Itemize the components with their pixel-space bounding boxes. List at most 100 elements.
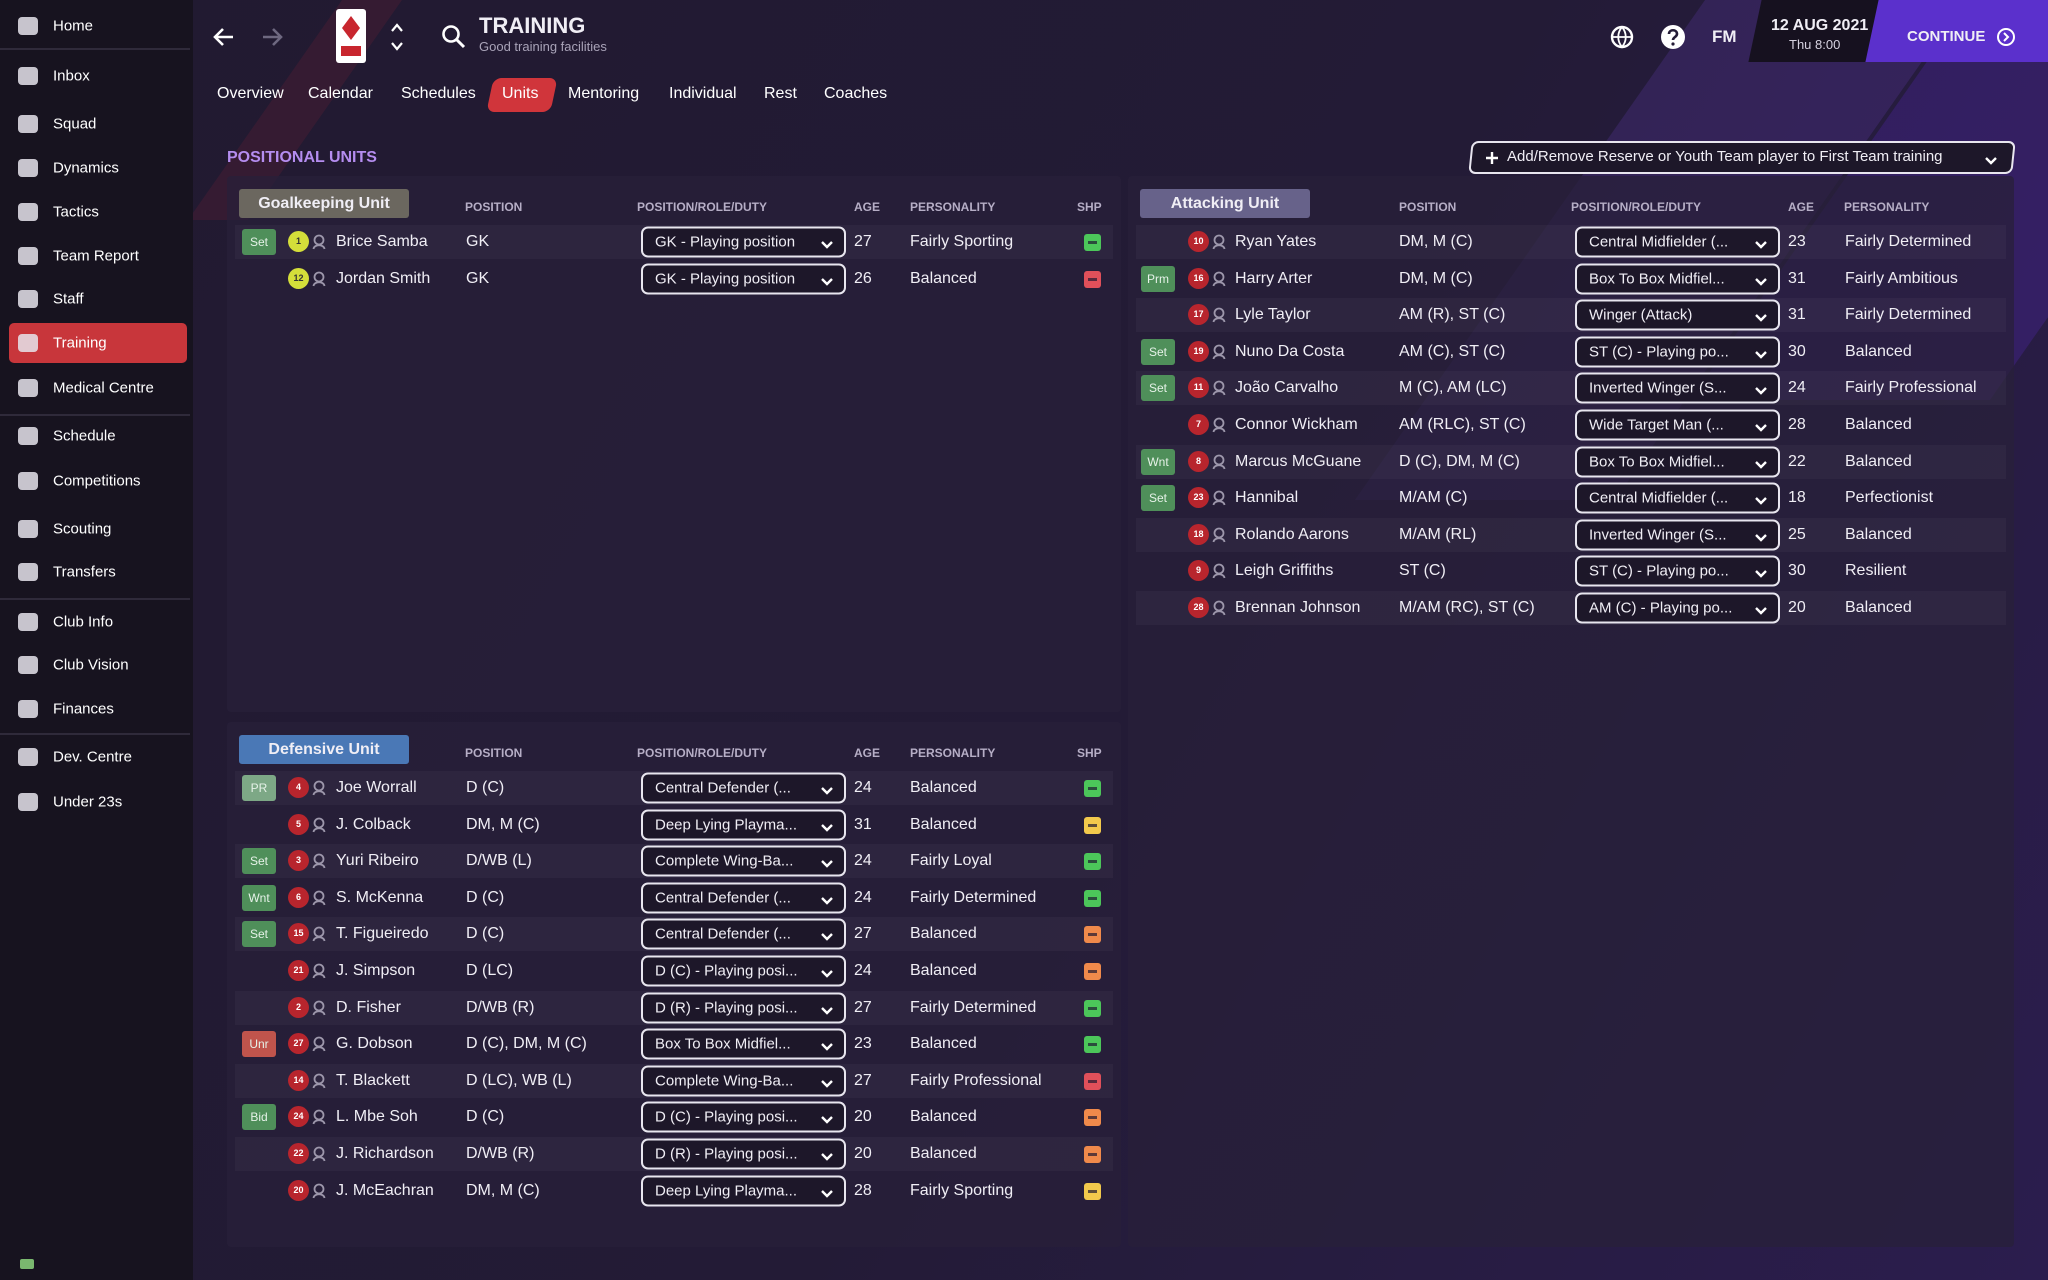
- role-dropdown[interactable]: ST (C) - Playing po...: [1575, 555, 1780, 587]
- continue-button[interactable]: CONTINUE: [1907, 28, 1986, 45]
- role-dropdown[interactable]: Central Defender (...: [641, 882, 846, 914]
- player-name[interactable]: G. Dobson: [336, 1035, 413, 1053]
- nav-item[interactable]: Scouting: [53, 520, 112, 538]
- dropdown-chevron: [1984, 153, 1998, 165]
- role-dropdown[interactable]: D (C) - Playing posi...: [641, 1101, 846, 1133]
- role-dropdown[interactable]: GK - Playing position: [641, 226, 846, 258]
- player-name[interactable]: Nuno Da Costa: [1235, 342, 1345, 360]
- role-dropdown[interactable]: Complete Wing-Ba...: [641, 1065, 846, 1097]
- role-dropdown[interactable]: AM (C) - Playing po...: [1575, 592, 1780, 624]
- nav-icon: [16, 746, 40, 768]
- role-dropdown[interactable]: D (R) - Playing posi...: [641, 992, 846, 1024]
- player-name[interactable]: J. Colback: [336, 815, 411, 833]
- role-dropdown[interactable]: Wide Target Man (...: [1575, 409, 1780, 441]
- player-name[interactable]: Brice Samba: [336, 233, 428, 250]
- player-name[interactable]: Leigh Griffiths: [1235, 562, 1334, 580]
- role-dropdown[interactable]: D (C) - Playing posi...: [641, 955, 846, 987]
- player-name[interactable]: T. Blackett: [336, 1071, 410, 1089]
- nav-item[interactable]: Club Info: [53, 613, 114, 631]
- role-dropdown[interactable]: Box To Box Midfiel...: [1575, 263, 1780, 295]
- player-name[interactable]: Rolando Aarons: [1235, 525, 1349, 543]
- role-dropdown[interactable]: ST (C) - Playing po...: [1575, 336, 1780, 368]
- player-name[interactable]: Marcus McGuane: [1235, 452, 1362, 470]
- age: 20: [854, 1108, 872, 1126]
- nav-item[interactable]: Schedule: [53, 427, 116, 445]
- club-switcher-shape: [391, 23, 403, 51]
- nav-item[interactable]: Medical Centre: [53, 379, 154, 397]
- shirt: 8: [1188, 450, 1209, 472]
- nav-item[interactable]: Club Vision: [53, 656, 129, 674]
- dropdown-chevron-shape: [1755, 570, 1767, 579]
- role-dropdown[interactable]: Box To Box Midfiel...: [1575, 446, 1780, 478]
- status-badge: Set: [1141, 375, 1175, 402]
- nav-item[interactable]: Inbox: [53, 67, 90, 85]
- tab[interactable]: Coaches: [824, 85, 888, 102]
- dropdown-chevron-shape: [1985, 157, 1997, 165]
- fm-logo[interactable]: FM: [1712, 27, 1737, 46]
- player-name[interactable]: Brennan Johnson: [1235, 599, 1361, 616]
- dropdown-chevron: [820, 856, 834, 868]
- player-name[interactable]: J. Richardson: [336, 1145, 434, 1162]
- add-button[interactable]: Add/Remove Reserve or Youth Team player …: [1507, 148, 1943, 165]
- status-icon-shape: [20, 1259, 34, 1269]
- player-name[interactable]: Ryan Yates: [1235, 233, 1317, 250]
- player-name[interactable]: Harry Arter: [1235, 269, 1313, 287]
- role-dropdown[interactable]: Central Midfielder (...: [1575, 482, 1780, 514]
- shirt: 3: [288, 850, 309, 872]
- role-dropdown[interactable]: Inverted Winger (S...: [1575, 372, 1780, 404]
- person-icon: [312, 1000, 326, 1016]
- nav-item[interactable]: Training: [53, 334, 107, 352]
- role-dropdown[interactable]: Box To Box Midfiel...: [641, 1028, 846, 1060]
- role-dropdown[interactable]: Central Midfielder (...: [1575, 226, 1780, 258]
- nav-item[interactable]: Home: [53, 17, 94, 35]
- tab[interactable]: Rest: [764, 85, 797, 102]
- role-dropdown[interactable]: Inverted Winger (S...: [1575, 519, 1780, 551]
- player-name[interactable]: Yuri Ribeiro: [336, 852, 419, 870]
- tab[interactable]: Overview: [217, 85, 284, 102]
- role-dropdown[interactable]: Deep Lying Playma...: [641, 1175, 846, 1207]
- player-name[interactable]: Hannibal: [1235, 489, 1299, 507]
- nav-item[interactable]: Dev. Centre: [53, 748, 132, 766]
- nav-icon-shape: [18, 748, 38, 766]
- role-dropdown[interactable]: Winger (Attack): [1575, 299, 1780, 331]
- role-dropdown[interactable]: Complete Wing-Ba...: [641, 845, 846, 877]
- status-badge: Set: [1141, 338, 1175, 365]
- tab[interactable]: Schedules: [401, 85, 476, 102]
- role-dropdown[interactable]: GK - Playing position: [641, 263, 846, 295]
- tab[interactable]: Individual: [669, 85, 737, 102]
- age: 24: [854, 852, 872, 870]
- player-name[interactable]: T. Figueiredo: [336, 925, 429, 943]
- tab[interactable]: Calendar: [308, 85, 373, 102]
- nav-item[interactable]: Squad: [53, 115, 97, 133]
- role-dropdown[interactable]: Deep Lying Playma...: [641, 809, 846, 841]
- player-name[interactable]: L. Mbe Soh: [336, 1108, 418, 1126]
- role-dropdown[interactable]: D (R) - Playing posi...: [641, 1138, 846, 1170]
- tab[interactable]: Units: [502, 85, 539, 102]
- nav-item[interactable]: Staff: [53, 290, 84, 308]
- person-icon-shape: [1212, 390, 1226, 396]
- player-name[interactable]: João Carvalho: [1235, 379, 1339, 397]
- player-name[interactable]: Connor Wickham: [1235, 416, 1358, 433]
- nav-icon: [16, 65, 40, 87]
- status-badge: Wnt: [1141, 448, 1175, 475]
- nav-item[interactable]: Team Report: [53, 247, 139, 265]
- player-name[interactable]: S. McKenna: [336, 888, 424, 906]
- tab[interactable]: Mentoring: [568, 85, 640, 102]
- nav-item[interactable]: Tactics: [53, 203, 99, 221]
- player-name[interactable]: J. Simpson: [336, 962, 416, 979]
- role-dropdown[interactable]: Central Defender (...: [641, 918, 846, 950]
- player-name[interactable]: Joe Worrall: [336, 779, 417, 796]
- column-header: POSITION/ROLE/DUTY: [637, 746, 768, 760]
- player-name[interactable]: J. McEachran: [336, 1181, 434, 1199]
- nav-item[interactable]: Transfers: [53, 563, 116, 581]
- nav-item[interactable]: Finances: [53, 700, 114, 718]
- nav-item[interactable]: Dynamics: [53, 159, 119, 177]
- player-name[interactable]: Jordan Smith: [336, 269, 431, 287]
- player-name[interactable]: D. Fisher: [336, 998, 401, 1016]
- nav-item[interactable]: Under 23s: [53, 793, 123, 811]
- nav-item[interactable]: Competitions: [53, 472, 141, 490]
- personality: Fairly Determined: [1845, 306, 1972, 324]
- role-dropdown[interactable]: Central Defender (...: [641, 772, 846, 804]
- column-header: POSITION: [465, 200, 523, 214]
- player-name[interactable]: Lyle Taylor: [1235, 306, 1311, 324]
